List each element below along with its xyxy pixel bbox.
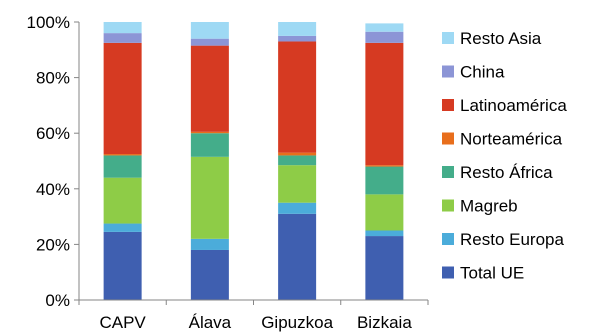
bar-segment: [365, 23, 404, 32]
bar-segment: [278, 35, 317, 42]
bar-segment: [278, 213, 317, 300]
legend-item: Total UE: [442, 264, 524, 283]
bar-segment: [190, 22, 229, 39]
y-tick-label: 60%: [36, 124, 70, 143]
bar-segment: [190, 38, 229, 46]
legend: Resto Asia China Latinoamérica Norteamérica…: [442, 29, 567, 283]
bar-segment: [365, 165, 404, 167]
bar-segment: [190, 133, 229, 157]
bar-segment: [278, 22, 317, 36]
legend-label: Resto Asia: [460, 29, 542, 48]
bar-segment: [365, 42, 404, 166]
bar-segment: [103, 231, 142, 300]
bar-segment: [190, 45, 229, 132]
bar-segment: [365, 230, 404, 237]
legend-swatch: [442, 99, 454, 111]
x-tick-label: Álava: [189, 313, 232, 332]
legend-item: Latinoamérica: [442, 96, 567, 115]
bars: [103, 22, 404, 300]
legend-label: Magreb: [460, 197, 518, 216]
x-tick-label: Gipuzkoa: [261, 313, 333, 332]
bar-segment: [365, 31, 404, 43]
legend-label: Resto África: [460, 163, 553, 182]
bar-segment: [278, 155, 317, 166]
legend-swatch: [442, 32, 454, 44]
y-tick-label: 20%: [36, 235, 70, 254]
bar-stack-3: [365, 23, 404, 300]
bar-segment: [190, 156, 229, 239]
bar-stack-0: [103, 22, 142, 300]
x-axis: CAPV Álava Gipuzkoa Bizkaia: [78, 299, 429, 332]
bar-segment: [103, 223, 142, 232]
legend-item: Resto Asia: [442, 29, 542, 48]
legend-label: Resto Europa: [460, 230, 564, 249]
y-tick-label: 80%: [36, 69, 70, 88]
legend-swatch: [442, 199, 454, 212]
bar-segment: [365, 194, 404, 231]
legend-item: Resto África: [442, 163, 553, 182]
legend-item: Resto Europa: [442, 230, 564, 249]
bar-segment: [103, 155, 142, 178]
bar-segment: [190, 249, 229, 300]
bar-segment: [103, 33, 142, 43]
y-axis: 0% 20% 40% 60% 80% 100%: [27, 13, 80, 310]
bar-segment: [103, 177, 142, 224]
legend-label: Total UE: [460, 264, 524, 283]
bar-segment: [278, 41, 317, 153]
x-tick-label: CAPV: [99, 313, 146, 332]
bar-segment: [365, 166, 404, 195]
bar-segment: [365, 236, 404, 300]
bar-segment: [103, 42, 142, 155]
bar-segment: [103, 22, 142, 34]
legend-label: China: [460, 63, 505, 82]
legend-label: Latinoamérica: [460, 96, 567, 115]
legend-item: Norteamérica: [442, 130, 563, 149]
bar-segment: [278, 152, 317, 156]
bar-stack-1: [190, 22, 229, 300]
bar-segment: [278, 165, 317, 203]
legend-item: China: [442, 63, 505, 82]
y-tick-label: 40%: [36, 180, 70, 199]
legend-swatch: [442, 266, 454, 279]
bar-segment: [103, 154, 142, 156]
bar-stack-2: [278, 22, 317, 300]
legend-item: Magreb: [442, 197, 518, 216]
legend-label: Norteamérica: [460, 130, 563, 149]
legend-swatch: [442, 166, 454, 178]
legend-swatch: [442, 65, 454, 78]
x-tick-label: Bizkaia: [357, 313, 412, 332]
y-tick-label: 100%: [27, 13, 70, 32]
y-tick-label: 0%: [45, 291, 70, 310]
legend-swatch: [442, 132, 454, 145]
legend-swatch: [442, 233, 454, 245]
bar-segment: [190, 131, 229, 134]
bar-segment: [190, 238, 229, 250]
bar-segment: [278, 202, 317, 214]
